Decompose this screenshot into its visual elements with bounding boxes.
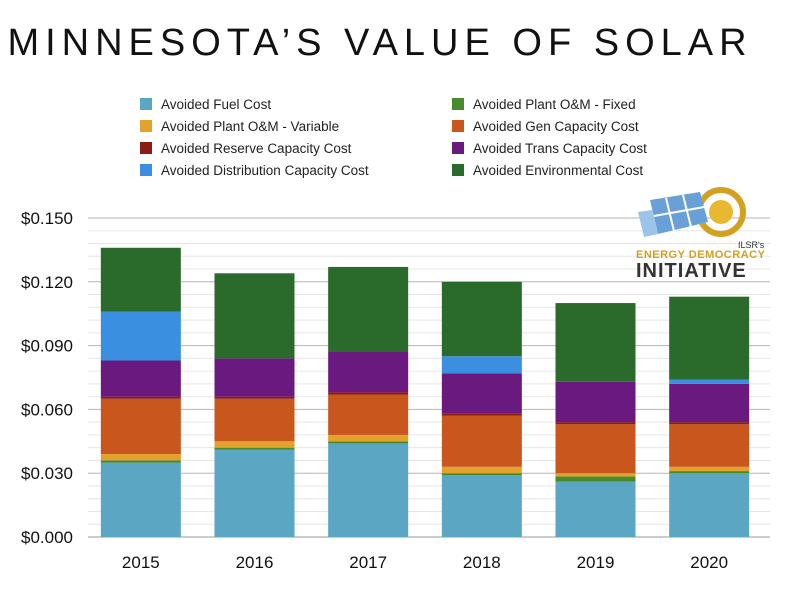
- legend-swatch: [140, 164, 152, 176]
- legend-label: Avoided Environmental Cost: [473, 163, 644, 178]
- bar-segment-2015-0: [100, 462, 181, 537]
- bar-segment-2017-2: [328, 434, 409, 442]
- legend-item-2: Avoided Plant O&M - Variable: [140, 119, 339, 137]
- x-tick-label: 2015: [122, 553, 160, 572]
- legend-item-5: Avoided Trans Capacity Cost: [452, 141, 647, 159]
- bar-segment-2017-1: [328, 441, 409, 444]
- bar-segment-2017-5: [328, 351, 409, 393]
- logo-line-2: INITIATIVE: [636, 260, 747, 282]
- bar-segment-2016-3: [214, 398, 295, 442]
- legend-label: Avoided Gen Capacity Cost: [473, 119, 639, 134]
- bar-segment-2019-0: [555, 481, 636, 537]
- bar-segment-2018-0: [441, 475, 522, 537]
- y-tick-label: $0.030: [21, 464, 73, 483]
- bar-segment-2016-5: [214, 358, 295, 397]
- bar-segment-2018-4: [441, 413, 522, 416]
- x-tick-label: 2017: [349, 553, 387, 572]
- legend-label: Avoided Fuel Cost: [161, 97, 272, 112]
- y-tick-label: $0.090: [21, 337, 73, 356]
- solar-panel-sun-icon: [638, 187, 746, 237]
- bar-segment-2017-3: [328, 394, 409, 435]
- bar-segment-2017-7: [328, 266, 409, 352]
- bar-segment-2018-5: [441, 373, 522, 414]
- y-tick-label: $0.060: [21, 400, 73, 419]
- y-tick-label: $0.120: [21, 273, 73, 292]
- legend-item-6: Avoided Distribution Capacity Cost: [140, 163, 369, 181]
- bar-segment-2020-6: [669, 379, 750, 384]
- bar-segment-2020-1: [669, 471, 750, 474]
- bar-segment-2020-7: [669, 296, 750, 380]
- bar-segment-2015-3: [100, 398, 181, 455]
- legend-label: Avoided Reserve Capacity Cost: [161, 141, 352, 156]
- legend-swatch: [452, 142, 464, 154]
- bar-segment-2018-1: [441, 473, 522, 476]
- bar-segment-2020-0: [669, 473, 750, 537]
- legend-label: Avoided Plant O&M - Variable: [161, 119, 340, 134]
- bar-segment-2017-0: [328, 443, 409, 537]
- chart-title: MINNESOTA’S VALUE OF SOLAR: [7, 22, 753, 64]
- bar-segment-2016-1: [214, 447, 295, 450]
- y-tick-label: $0.150: [21, 209, 73, 228]
- legend-item-4: Avoided Reserve Capacity Cost: [140, 141, 351, 159]
- x-tick-label: 2018: [463, 553, 501, 572]
- bar-segment-2018-6: [441, 356, 522, 374]
- bar-segment-2017-4: [328, 392, 409, 395]
- legend-swatch: [452, 164, 464, 176]
- bar-segment-2019-7: [555, 303, 636, 382]
- bar-segment-2020-4: [669, 422, 750, 425]
- bar-segment-2015-6: [100, 311, 181, 361]
- bar-segment-2016-2: [214, 441, 295, 448]
- bar-segment-2018-3: [441, 415, 522, 467]
- bar-segment-2020-3: [669, 424, 750, 467]
- bar-segment-2016-0: [214, 449, 295, 537]
- x-tick-label: 2019: [577, 553, 615, 572]
- x-tick-label: 2016: [236, 553, 274, 572]
- legend-swatch: [452, 120, 464, 132]
- bar-segment-2019-5: [555, 381, 636, 423]
- bar-segment-2015-1: [100, 460, 181, 463]
- legend-swatch: [140, 142, 152, 154]
- legend-label: Avoided Plant O&M - Fixed: [473, 97, 636, 112]
- bar-segment-2015-5: [100, 360, 181, 397]
- bar-segment-2019-2: [555, 473, 636, 477]
- legend-swatch: [140, 98, 152, 110]
- x-tick-label: 2020: [690, 553, 728, 572]
- legend-swatch: [452, 98, 464, 110]
- bar-segment-2018-2: [441, 466, 522, 474]
- legend-swatch: [140, 120, 152, 132]
- bar-segment-2016-4: [214, 396, 295, 399]
- bar-segment-2016-7: [214, 273, 295, 359]
- bar-segment-2015-2: [100, 454, 181, 461]
- bar-segment-2019-1: [555, 476, 636, 482]
- bar-segment-2019-4: [555, 422, 636, 425]
- bar-segment-2020-5: [669, 383, 750, 423]
- legend-item-3: Avoided Gen Capacity Cost: [452, 119, 639, 137]
- legend-item-1: Avoided Plant O&M - Fixed: [452, 97, 636, 115]
- legend-item-7: Avoided Environmental Cost: [452, 163, 643, 181]
- legend-label: Avoided Trans Capacity Cost: [473, 141, 647, 156]
- bar-segment-2015-4: [100, 396, 181, 399]
- logo-line-1: ENERGY DEMOCRACY: [636, 249, 766, 261]
- bar-segment-2020-2: [669, 466, 750, 472]
- logo-small-text: ILSR's: [738, 240, 765, 250]
- legend-label: Avoided Distribution Capacity Cost: [161, 163, 369, 178]
- y-tick-label: $0.000: [21, 528, 73, 547]
- legend-item-0: Avoided Fuel Cost: [140, 97, 271, 115]
- bar-segment-2015-7: [100, 247, 181, 312]
- energy-democracy-logo: ILSR's ENERGY DEMOCRACY INITIATIVE: [628, 182, 765, 282]
- bar-segment-2019-3: [555, 424, 636, 474]
- bar-segment-2018-7: [441, 281, 522, 357]
